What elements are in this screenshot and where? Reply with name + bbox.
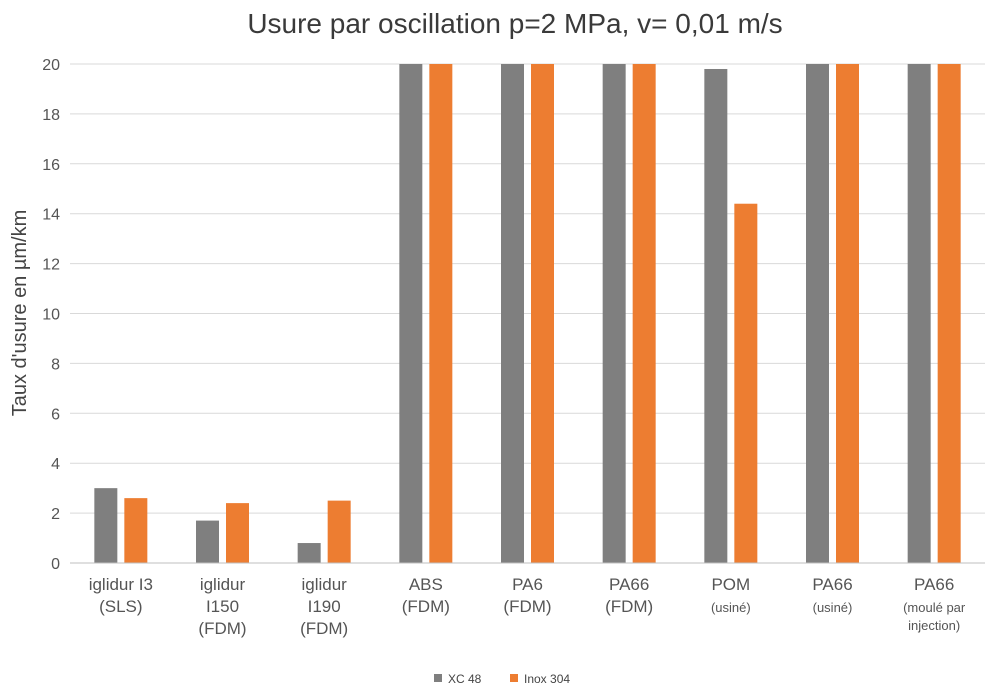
y-tick-label: 18 <box>42 107 60 124</box>
x-tick-line: (FDM) <box>503 597 551 616</box>
x-tick-line: (usiné) <box>813 600 853 615</box>
x-tick-label: iglidur I3 (SLS) <box>89 575 153 616</box>
chart-title: Usure par oscillation p=2 MPa, v= 0,01 m… <box>247 8 782 39</box>
x-tick-label: PA66 (FDM) <box>605 575 653 616</box>
bar-0-7 <box>806 64 829 563</box>
bar-0-5 <box>602 64 626 563</box>
y-tick-label: 0 <box>51 556 60 573</box>
bar-0-2 <box>297 543 321 563</box>
bar-1-4 <box>531 64 554 563</box>
bar-1-2 <box>327 500 351 563</box>
x-tick-line: iglidur <box>301 575 347 594</box>
y-axis-ticks: 0 2 4 6 8 10 12 14 16 18 20 <box>42 57 60 573</box>
y-tick-label: 6 <box>51 406 60 423</box>
x-tick-line: iglidur I3 <box>89 575 153 594</box>
x-tick-line: PA66 <box>812 575 852 594</box>
x-tick-label: PA66 (moulé par injection) <box>903 575 966 633</box>
x-tick-label: PA6 (FDM) <box>503 575 551 616</box>
x-tick-line: PA66 <box>609 575 649 594</box>
bar-1-8 <box>937 64 961 563</box>
x-tick-line: (FDM) <box>605 597 653 616</box>
x-tick-line: PA6 <box>512 575 543 594</box>
bar-1-5 <box>632 64 656 563</box>
y-axis-label: Taux d'usure en µm/km <box>9 210 31 417</box>
x-tick-line: (FDM) <box>300 619 348 638</box>
x-tick-line: (FDM) <box>402 597 450 616</box>
y-tick-label: 12 <box>42 257 60 274</box>
x-tick-label: POM (usiné) <box>711 575 751 615</box>
y-tick-label: 16 <box>42 157 60 174</box>
x-tick-line: (FDM) <box>198 619 246 638</box>
x-tick-line: PA66 <box>914 575 954 594</box>
y-tick-label: 14 <box>42 207 60 224</box>
y-tick-label: 8 <box>51 356 60 373</box>
bar-1-1 <box>226 503 249 563</box>
x-tick-label: ABS (FDM) <box>402 575 450 616</box>
legend: XC 48 Inox 304 <box>434 672 570 686</box>
x-tick-line: POM <box>711 575 750 594</box>
x-tick-line: I190 <box>308 597 341 616</box>
x-tick-line: (SLS) <box>99 597 142 616</box>
y-tick-label: 4 <box>51 456 60 473</box>
x-tick-line: (moulé par <box>903 600 966 615</box>
x-tick-line: injection) <box>908 618 960 633</box>
bar-1-0 <box>124 498 148 563</box>
bar-0-0 <box>94 488 118 563</box>
x-tick-line: ABS <box>409 575 443 594</box>
legend-label: XC 48 <box>448 672 482 686</box>
bar-0-3 <box>399 64 423 563</box>
y-tick-label: 2 <box>51 506 60 523</box>
y-tick-label: 20 <box>42 57 60 74</box>
bar-1-6 <box>734 203 758 563</box>
x-tick-line: iglidur <box>200 575 246 594</box>
bar-0-6 <box>704 68 728 564</box>
x-tick-label: PA66 (usiné) <box>812 575 852 615</box>
bar-0-8 <box>907 64 931 563</box>
x-tick-line: I150 <box>206 597 239 616</box>
x-tick-line: (usiné) <box>711 600 751 615</box>
legend-label: Inox 304 <box>524 672 570 686</box>
x-axis-ticks: iglidur I3 (SLS) iglidur I150 (FDM) iglidur I1… <box>89 575 966 638</box>
y-tick-label: 10 <box>42 307 60 324</box>
bar-0-4 <box>501 64 524 563</box>
bar-1-3 <box>429 64 453 563</box>
bar-0-1 <box>196 520 219 563</box>
x-tick-label: iglidur I150 (FDM) <box>198 575 246 638</box>
x-tick-label: iglidur I190 (FDM) <box>300 575 348 638</box>
legend-swatch <box>434 674 442 682</box>
bar-1-7 <box>836 64 859 563</box>
grid <box>70 63 985 514</box>
legend-swatch <box>510 674 518 682</box>
bars <box>94 64 961 564</box>
